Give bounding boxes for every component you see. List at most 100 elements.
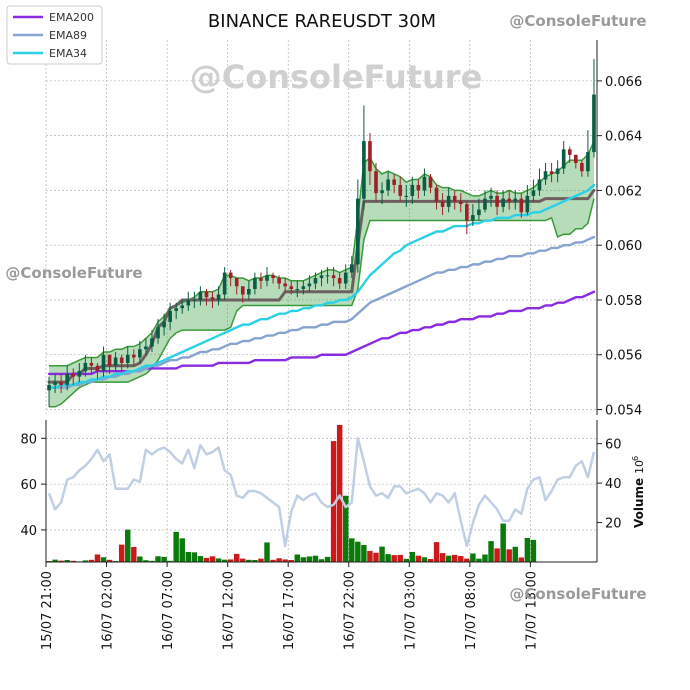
candle-body [247, 289, 251, 295]
volume-unit-base: 10 [633, 460, 646, 474]
candle-body [138, 349, 142, 358]
volume-bar [476, 558, 482, 562]
volume-bar [355, 541, 361, 562]
volume-bar [300, 557, 307, 562]
watermark-bottom-right: @ConsoleFuture [509, 585, 646, 603]
candle-body [210, 297, 215, 300]
volume-bar [458, 556, 464, 562]
candle-body [119, 357, 124, 363]
candles [47, 58, 596, 407]
candle-body [404, 195, 409, 197]
candle-body [531, 190, 536, 196]
volume-unit-exponent: 6 [631, 456, 640, 461]
candle-body [131, 354, 136, 358]
volume-bar [58, 560, 64, 562]
volume-bar [240, 558, 246, 562]
candle-body [277, 278, 281, 284]
cloud-band-upper [49, 140, 595, 367]
volume-bar [106, 559, 113, 562]
volume-bar [288, 560, 294, 562]
volume-bar [385, 554, 391, 562]
candle-body [349, 264, 354, 273]
price-tick-label: 0.062 [605, 184, 642, 199]
volume-bar [336, 424, 343, 562]
volume-bar [234, 553, 240, 562]
candle-body [471, 215, 475, 221]
volume-bar [118, 544, 125, 562]
candle-body [107, 354, 112, 366]
candle-body [283, 283, 287, 287]
candle-body [313, 278, 318, 284]
candle-body [101, 354, 106, 372]
volume-bar [282, 559, 288, 562]
volume-bar [246, 559, 252, 562]
candle-body [47, 384, 51, 391]
candle-body [392, 179, 396, 185]
volume-bar [464, 558, 470, 562]
candle-body [337, 278, 342, 284]
candle-body [168, 310, 172, 322]
legend: EMA200 EMA89 EMA34 [6, 5, 103, 65]
candle-body [240, 286, 245, 295]
time-tick-label: 16/07 17:00 [282, 571, 297, 650]
volume-bars [46, 424, 537, 562]
volume-bar [403, 558, 409, 562]
candle-body [356, 198, 360, 265]
volume-bar [512, 546, 518, 562]
volume-tick-label: 40 [605, 477, 622, 492]
candle-body [386, 179, 390, 191]
candle-body [180, 305, 185, 309]
candle-body [113, 357, 118, 366]
candle-body [368, 141, 372, 172]
volume-bar [221, 559, 228, 562]
candle-body [567, 149, 572, 155]
volume-bar [421, 557, 428, 562]
candle-body [174, 308, 178, 311]
candle-body [343, 272, 348, 284]
volume-axis-label: Volume [632, 478, 646, 528]
volume-bar [330, 441, 337, 562]
volume-bar [506, 549, 512, 562]
candle-body [186, 299, 191, 306]
candle-body [525, 195, 530, 213]
time-tick-label: 15/07 21:00 [40, 571, 55, 650]
candle-body [222, 272, 227, 295]
volume-bar [397, 554, 403, 562]
candle-body [289, 286, 294, 290]
watermark-top-right: @ConsoleFuture [509, 12, 646, 30]
volume-bar [227, 559, 234, 562]
candle-body [537, 179, 542, 191]
volume-bar [445, 555, 452, 562]
candle-body [65, 373, 70, 385]
oscillator-series-line [47, 437, 596, 548]
candle-body [271, 275, 275, 279]
oscillator-tick-label: 80 [20, 432, 37, 447]
oscillator-line [47, 437, 596, 548]
candle-body [573, 154, 578, 164]
volume-bar [203, 557, 210, 562]
candle-body [259, 278, 263, 281]
candle-body [549, 171, 554, 174]
time-tick-label: 17/07 03:00 [403, 571, 418, 650]
watermark-left: @ConsoleFuture [5, 264, 142, 282]
time-tick-label: 16/07 12:00 [222, 571, 237, 650]
candle-body [452, 195, 457, 202]
volume-bar [52, 559, 58, 562]
volume-bar [482, 554, 488, 562]
oscillator-tick-label: 40 [20, 524, 37, 539]
volume-bar [100, 557, 107, 562]
price-tick-label: 0.058 [605, 294, 642, 309]
candle-body [325, 275, 330, 277]
volume-bar [349, 538, 355, 562]
volume-bar [494, 548, 500, 562]
volume-bar [155, 556, 161, 562]
volume-bar [367, 550, 373, 562]
volume-bar [500, 523, 506, 562]
volume-bar [185, 551, 192, 562]
candle-body [162, 321, 166, 328]
candle-body [362, 141, 366, 199]
volume-bar [82, 560, 89, 562]
candle-body [458, 201, 463, 205]
candle-body [380, 190, 384, 194]
volume-bar [427, 559, 434, 562]
